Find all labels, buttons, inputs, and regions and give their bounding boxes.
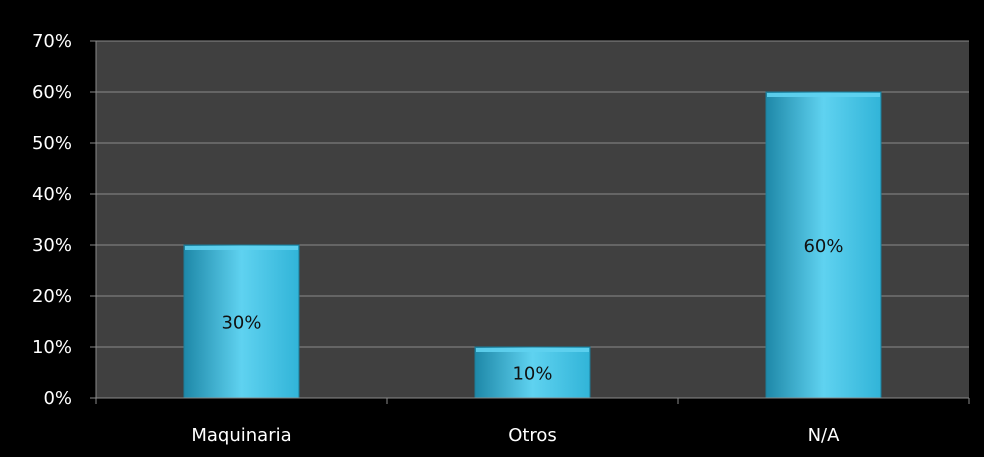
y-tick-label: 70% — [32, 31, 72, 52]
bar-top-highlight — [476, 348, 589, 352]
data-labels: 30% 10% 60% — [221, 236, 843, 385]
x-axis — [95, 397, 970, 404]
category-label: Otros — [508, 425, 557, 446]
category-labels: Maquinaria Otros N/A — [191, 425, 840, 446]
data-label: 30% — [221, 313, 261, 334]
y-tick-label: 20% — [32, 286, 72, 307]
y-tick-label: 30% — [32, 235, 72, 256]
y-tick-label: 50% — [32, 133, 72, 154]
y-tick-label: 10% — [32, 337, 72, 358]
bar — [183, 244, 300, 399]
category-label: N/A — [808, 425, 841, 446]
bar-top-highlight — [185, 246, 298, 250]
y-tick-label: 40% — [32, 184, 72, 205]
category-label: Maquinaria — [191, 425, 291, 446]
y-axis-tick-labels: 0% 10% 20% 30% 40% 50% 60% 70% — [32, 31, 72, 409]
y-tick-label: 60% — [32, 82, 72, 103]
bar — [474, 346, 591, 399]
data-label: 10% — [512, 364, 552, 385]
bar — [765, 91, 882, 399]
y-tick-label: 0% — [43, 388, 72, 409]
bars — [183, 91, 882, 399]
bar-top-highlight — [767, 93, 880, 97]
data-label: 60% — [803, 236, 843, 257]
